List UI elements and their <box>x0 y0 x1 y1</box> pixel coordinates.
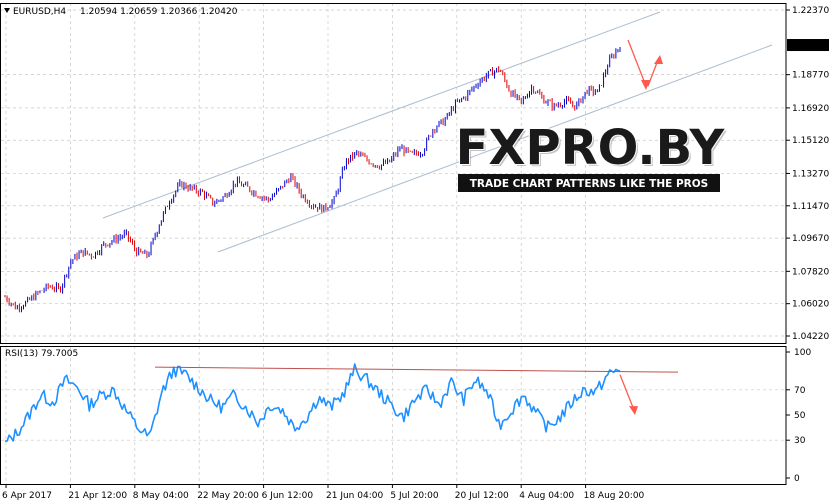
price-tick-label: 1.18770 <box>792 71 829 81</box>
time-tick-label: 6 Apr 2017 <box>2 491 52 501</box>
price-tick-label: 1.09670 <box>792 234 829 244</box>
watermark-tagline: TRADE CHART PATTERNS LIKE THE PROS <box>470 178 708 190</box>
time-tick-label: 4 Aug 04:00 <box>519 491 574 501</box>
channel-upper <box>102 11 661 219</box>
last-price-tag <box>787 39 829 52</box>
grid <box>1 3 786 484</box>
time-tick-label: 5 Jul 20:00 <box>390 491 439 501</box>
price-tick-label: 1.11470 <box>792 202 829 212</box>
arrow-up-line <box>647 59 659 87</box>
price-tick-label: 1.04220 <box>792 332 829 342</box>
trend-channel <box>102 11 773 253</box>
time-tick-label: 6 Jun 12:00 <box>262 491 314 501</box>
channel-lower <box>217 44 773 253</box>
rsi-pane <box>5 363 621 442</box>
rsi-arrow-line <box>619 374 635 411</box>
arrow-down-head <box>641 80 650 90</box>
rsi-tick-label: 70 <box>794 386 806 396</box>
rsi-line <box>5 363 621 442</box>
arrow-up-head <box>654 55 663 64</box>
rsi-tick-label: 30 <box>794 436 806 446</box>
watermark-logo: FXPRO.BY <box>458 122 728 178</box>
time-tick-label: 22 May 20:00 <box>197 491 259 501</box>
rsi-arrow-head <box>629 406 638 415</box>
rsi-tick-label: 0 <box>794 474 800 484</box>
menu-triangle-icon[interactable] <box>4 8 10 13</box>
arrow-down-line <box>627 39 647 87</box>
price-tick-label: 1.16920 <box>792 104 829 114</box>
time-tick-label: 8 May 04:00 <box>133 491 189 501</box>
fxpro-watermark: FXPRO.BY FXPRO.BY TRADE CHART PATTERNS L… <box>455 119 728 192</box>
watermark-tagline-bg <box>458 174 720 192</box>
watermark-logo-front: FXPRO.BY <box>456 120 726 176</box>
price-tick-label: 1.07820 <box>792 267 829 277</box>
price-tick-label: 1.06020 <box>792 300 829 310</box>
rsi-resistance-line <box>154 366 679 373</box>
price-candles <box>4 47 621 313</box>
rsi-tick-label: 100 <box>794 348 811 358</box>
price-tick-label: 1.22370 <box>792 6 829 16</box>
rsi-tick-label: 50 <box>794 411 806 421</box>
price-tick-label: 1.13270 <box>792 169 829 179</box>
ohlc-label: 1.20594 1.20659 1.20366 1.20420 <box>80 7 238 17</box>
rsi-frame <box>0 346 787 485</box>
annotations <box>154 39 679 415</box>
time-tick-label: 20 Jul 12:00 <box>455 491 509 501</box>
time-tick-label: 21 Apr 12:00 <box>68 491 127 501</box>
price-tick-label: 1.15120 <box>792 136 829 146</box>
time-tick-label: 21 Jun 04:00 <box>326 491 383 501</box>
time-tick-label: 18 Aug 20:00 <box>584 491 645 501</box>
symbol-label: EURUSD,H4 <box>13 7 66 17</box>
rsi-label: RSI(13) 79.7005 <box>5 349 78 359</box>
axes: 1.22370 1.18770 1.16920 1.15120 1.13270 1.114… <box>0 3 829 501</box>
last-price-label: 1.20420 <box>792 41 829 51</box>
